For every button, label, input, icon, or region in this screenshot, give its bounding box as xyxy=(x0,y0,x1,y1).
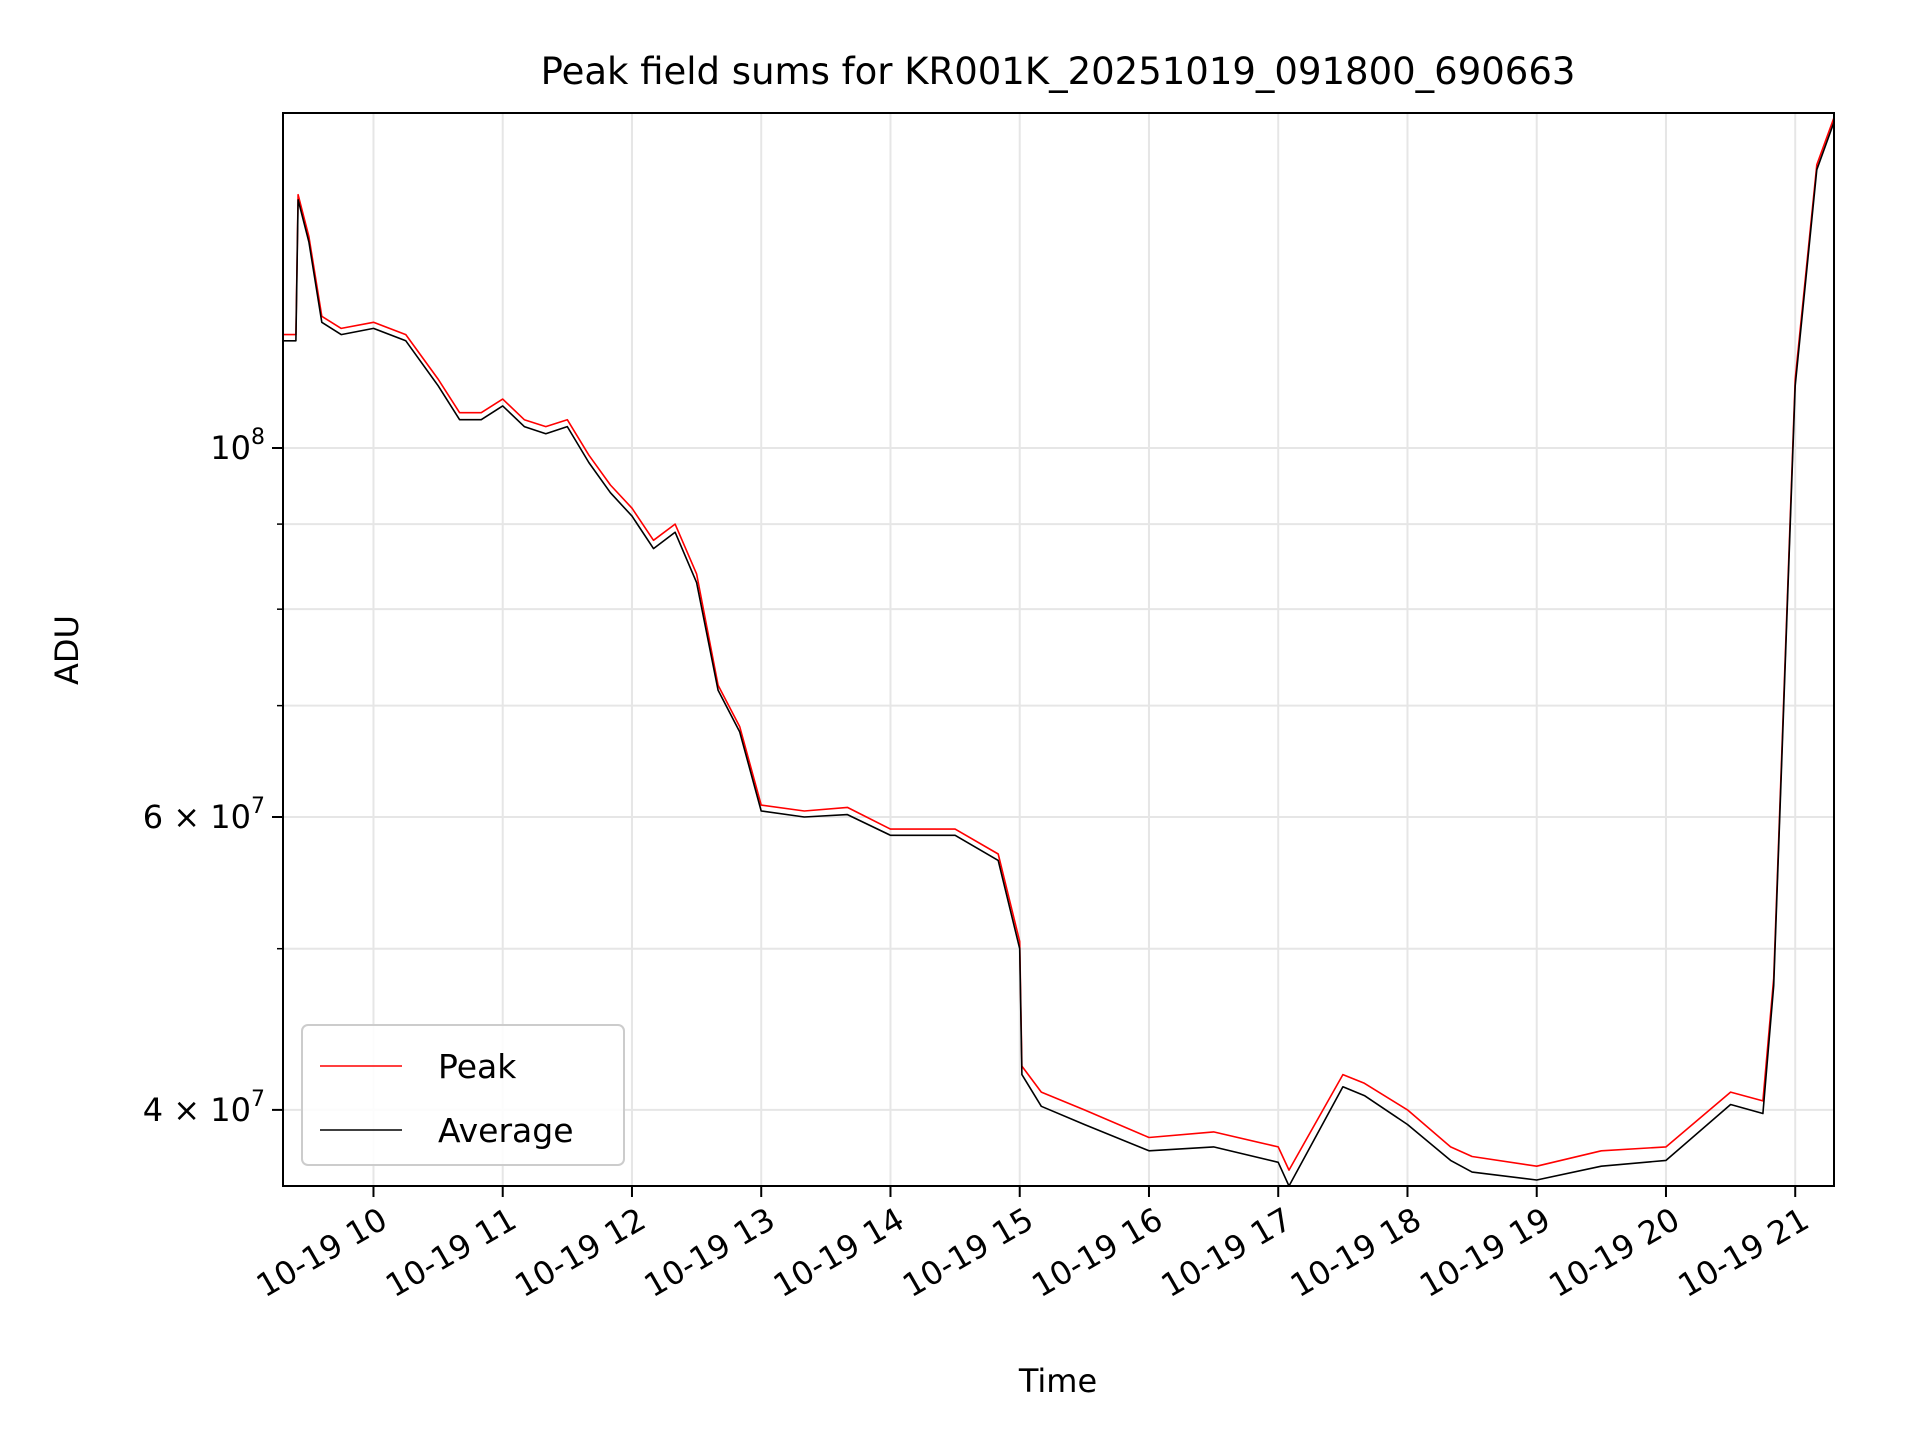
y-axis-label: ADU xyxy=(48,615,86,685)
x-axis-label: Time xyxy=(1018,1362,1097,1400)
legend: Peak Average xyxy=(301,1024,625,1166)
y-axis: 4 × 107 6 × 107 108 xyxy=(143,425,283,1129)
plot-frame xyxy=(282,112,1835,1187)
chart-title: Peak field sums for KR001K_20251019_0918… xyxy=(541,50,1576,93)
y-tick-label: 4 × 107 xyxy=(143,1087,265,1129)
series-line-average xyxy=(283,121,1835,1187)
legend-label-average: Average xyxy=(438,1111,574,1150)
y-tick-label: 108 xyxy=(210,425,265,467)
legend-label-peak: Peak xyxy=(438,1047,517,1086)
y-tick-label: 6 × 107 xyxy=(143,794,265,836)
grid xyxy=(283,113,1834,1186)
series-layer xyxy=(283,117,1835,1187)
series-line-peak xyxy=(283,117,1835,1171)
